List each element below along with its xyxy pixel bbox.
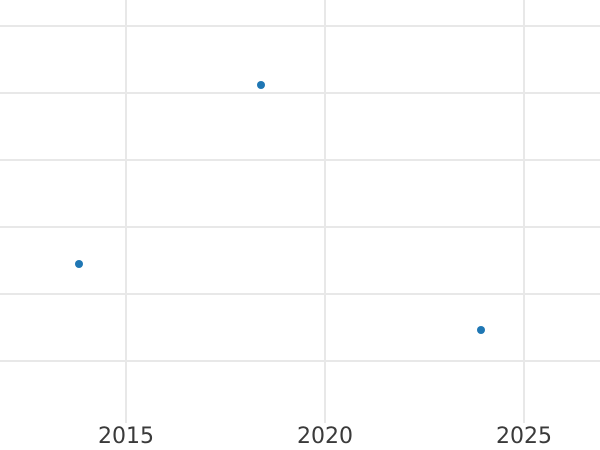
data-point bbox=[477, 326, 485, 334]
gridline-horizontal bbox=[0, 293, 600, 295]
gridline-horizontal bbox=[0, 92, 600, 94]
gridline-vertical bbox=[324, 0, 326, 423]
x-tick-label: 2025 bbox=[496, 424, 552, 449]
gridline-horizontal bbox=[0, 360, 600, 362]
gridline-vertical bbox=[125, 0, 127, 423]
data-point bbox=[75, 260, 83, 268]
x-tick-label: 2020 bbox=[297, 424, 353, 449]
gridline-vertical bbox=[523, 0, 525, 423]
gridline-horizontal bbox=[0, 25, 600, 27]
gridline-horizontal bbox=[0, 159, 600, 161]
gridline-horizontal bbox=[0, 226, 600, 228]
data-point bbox=[257, 81, 265, 89]
x-tick-label: 2015 bbox=[98, 424, 154, 449]
